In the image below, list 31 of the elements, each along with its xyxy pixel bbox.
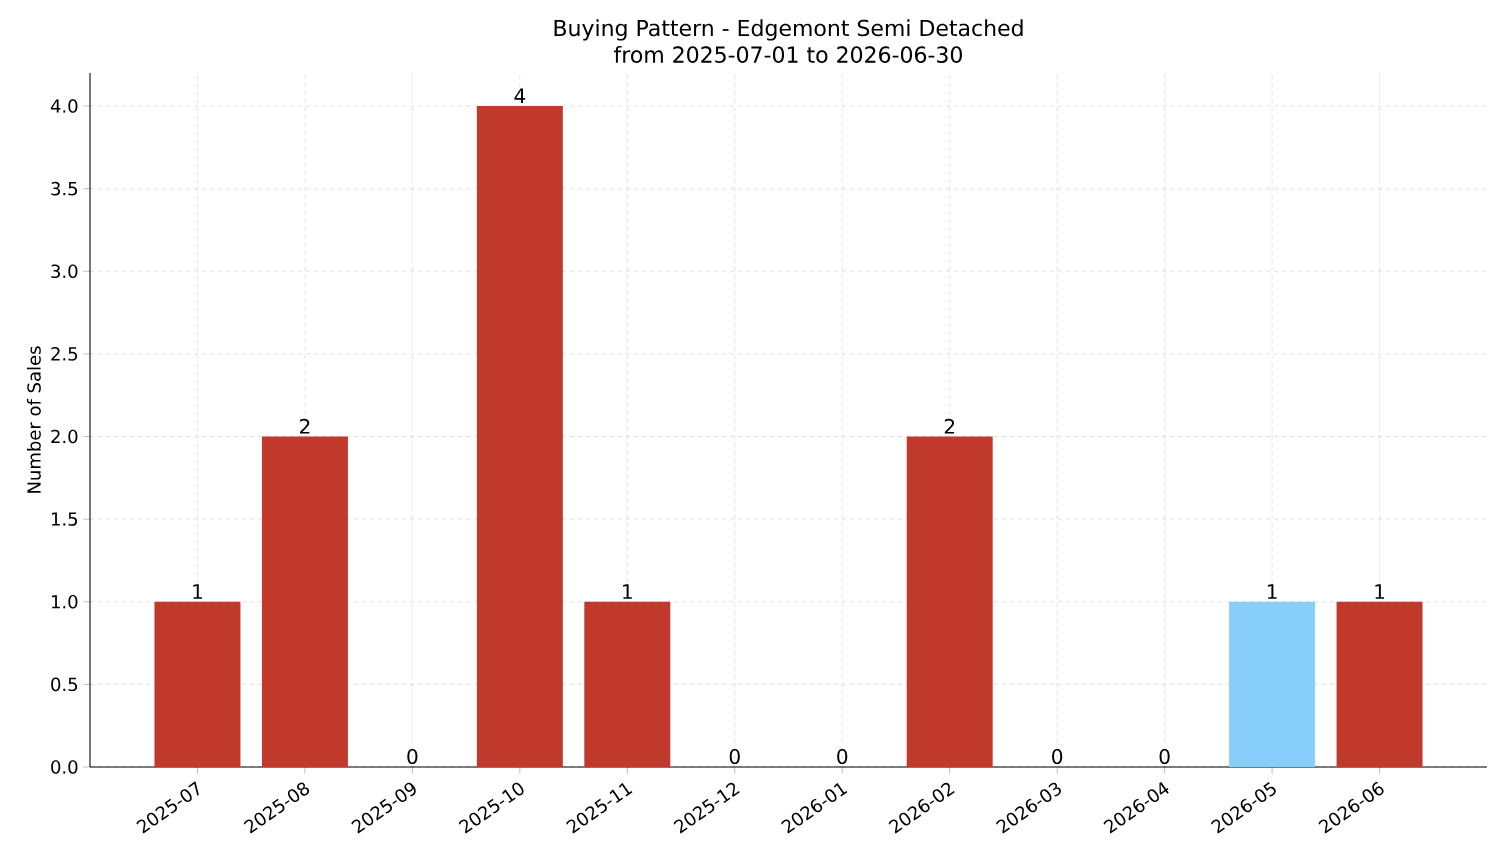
data-label: 0 (407, 748, 418, 765)
data-label: 1 (193, 584, 202, 599)
data-label: 0 (1052, 748, 1063, 765)
bar (154, 601, 241, 767)
y-tick-label: 3.0 (51, 264, 78, 279)
chart-title: Buying Pattern - Edgemont Semi Detached (554, 19, 1023, 41)
y-tick-label: 0.0 (51, 760, 78, 774)
data-label: 1 (1267, 584, 1277, 599)
bar (906, 436, 993, 767)
data-label: 0 (729, 748, 740, 765)
data-label: 1 (1375, 584, 1385, 599)
data-label: 1 (623, 584, 632, 599)
y-tick-label: 4.0 (50, 99, 78, 113)
bar (261, 436, 348, 767)
bar (476, 106, 563, 767)
y-tick-label: 2.5 (51, 347, 78, 361)
data-label: 0 (1159, 748, 1170, 765)
y-tick-label: 1.5 (51, 512, 78, 526)
y-tick-label: 0.5 (51, 677, 78, 692)
bar (1336, 601, 1423, 767)
bar (584, 601, 671, 767)
y-tick-label: 3.5 (51, 181, 78, 196)
y-tick-label: 1.0 (51, 594, 78, 609)
chart-subtitle: from 2025-07-01 to 2026-06-30 (614, 45, 962, 63)
bar (1229, 601, 1316, 767)
data-label: 0 (837, 748, 848, 765)
y-axis-title: Number of Sales (26, 346, 41, 493)
y-tick-label: 2.0 (51, 429, 78, 444)
data-label: 2 (300, 418, 310, 434)
data-label: 4 (514, 88, 526, 104)
data-label: 2 (944, 418, 955, 434)
